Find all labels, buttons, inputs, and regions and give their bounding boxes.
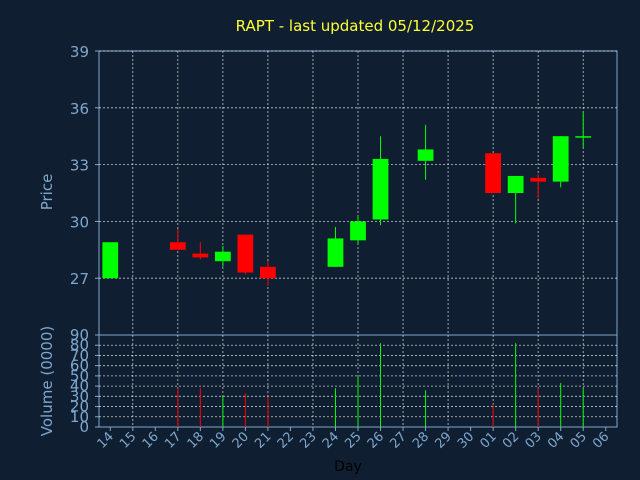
volume-tick-label: 20 [70,398,89,416]
candle-body-up [417,149,434,161]
candle-body-up [372,158,389,220]
x-tick-label: 05 [568,429,590,451]
candle-body-down [169,242,186,250]
volume-tick-label: 10 [70,408,89,426]
x-tick-label: 22 [275,429,297,451]
volume-tick-label: 30 [70,387,89,405]
x-tick-label: 24 [320,429,342,451]
x-tick-label: 29 [432,429,454,451]
x-tick-label: 14 [95,429,117,451]
x-tick-label: 27 [387,429,409,451]
x-tick-label: 23 [297,429,319,451]
x-tick-label: 18 [185,429,207,451]
volume-tick-label: 70 [70,346,89,364]
price-panel: 27 30 33 36 39 [70,43,618,336]
candle-body-up [507,175,524,193]
candle-body-down [260,266,276,279]
x-tick-label: 02 [500,429,522,451]
candle-body-up [327,238,344,267]
price-tick-label: 36 [70,100,89,118]
volume-tick-label: 40 [70,377,89,395]
x-axis: 14 15 16 17 18 19 20 21 22 23 24 25 26 27 28 29 30 01 02 03… [95,427,612,452]
volume-tick-label: 50 [70,367,89,385]
x-tick-label: 19 [207,429,229,451]
price-tick-label: 39 [70,43,89,61]
candle-body-up [214,251,231,262]
x-tick-label: 21 [252,429,274,451]
x-axis-label: Day [334,459,362,475]
chart-title: RAPT - last updated 05/12/2025 [236,17,475,35]
x-tick-label: 20 [230,429,252,451]
x-tick-label: 30 [455,429,477,451]
candle-body-down [192,253,209,258]
x-tick-label: 06 [590,429,612,451]
x-tick-label: 25 [342,429,364,451]
x-tick-label: 28 [410,429,432,451]
x-tick-label: 01 [478,429,500,451]
candle-body-down [530,177,547,182]
volume-tick-label: 80 [70,336,89,354]
x-tick-label: 03 [523,429,545,451]
volume-axis-label: Volume (0000) [38,326,56,436]
candle-body-up [102,242,119,279]
volume-tick-label: 90 [70,326,89,344]
candle-body-down [485,153,502,193]
volume-tick-label: 0 [79,418,89,436]
x-tick-label: 04 [545,429,567,451]
price-tick-label: 30 [70,213,89,231]
x-tick-label: 26 [365,429,387,451]
x-tick-label: 15 [117,429,139,451]
price-axis-label: Price [38,174,56,211]
candle-body-up [350,221,366,241]
candle-body-down [237,234,254,273]
x-tick-label: 17 [162,429,184,451]
candle-body-up [575,136,592,138]
volume-tick-label: 60 [70,357,89,375]
candle-body-up [552,136,569,182]
price-tick-label: 27 [70,270,89,288]
x-tick-label: 16 [140,429,162,451]
price-tick-label: 33 [70,157,89,175]
